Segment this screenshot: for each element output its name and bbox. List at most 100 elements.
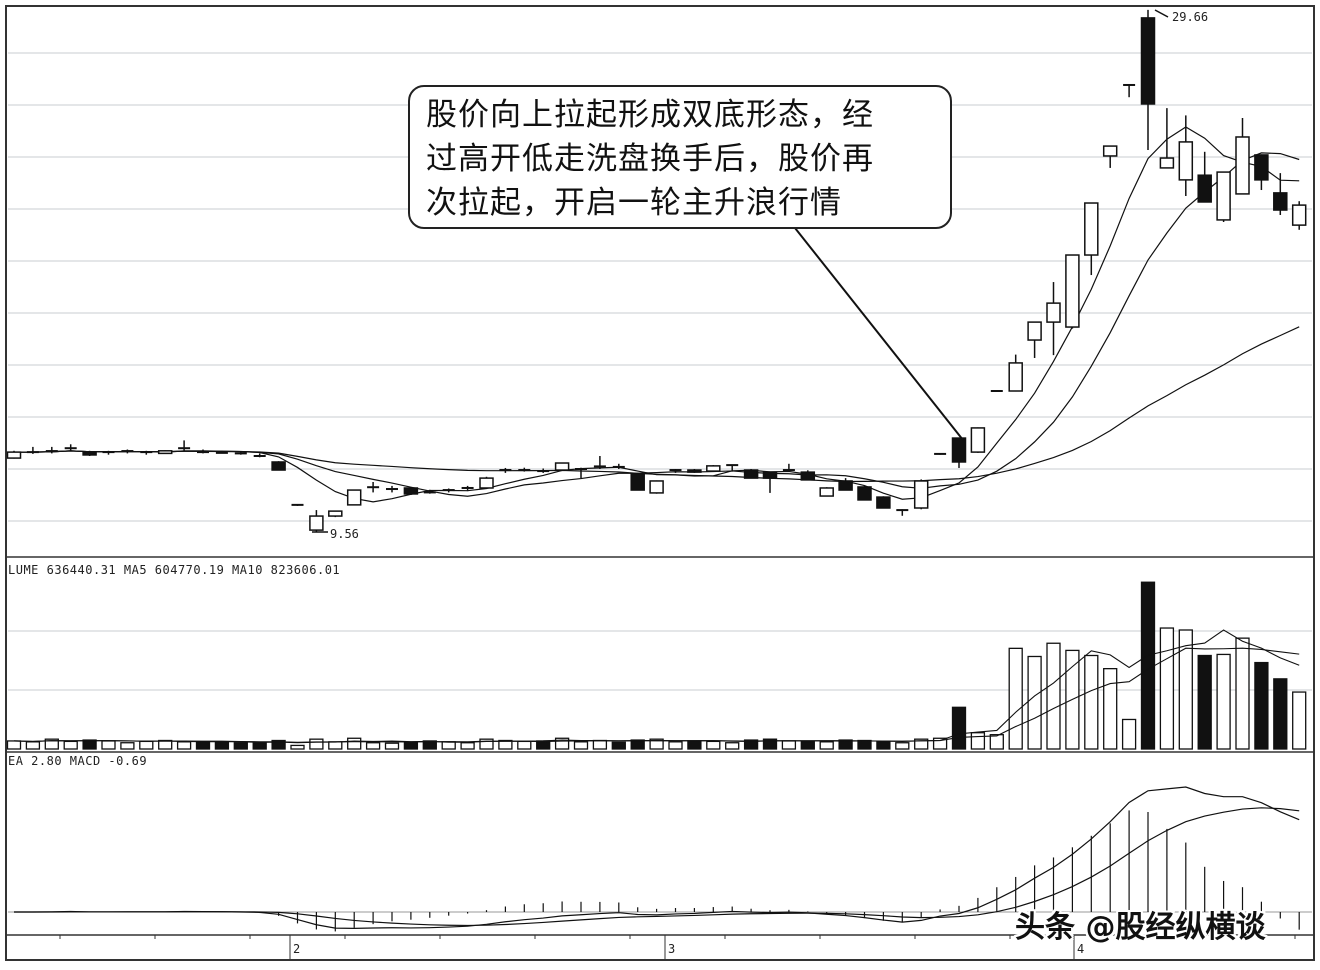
candle-down bbox=[838, 480, 853, 491]
volume-bar bbox=[1197, 654, 1212, 750]
candle-up bbox=[649, 480, 664, 494]
candle-down bbox=[876, 496, 891, 509]
volume-bar bbox=[687, 740, 702, 750]
volume-bar bbox=[1046, 642, 1061, 750]
volume-bar bbox=[44, 738, 59, 750]
candle-up bbox=[819, 487, 834, 497]
volume-bar bbox=[1235, 637, 1250, 750]
candle-down bbox=[1254, 154, 1269, 181]
callout-pointer bbox=[794, 227, 964, 441]
candle-up bbox=[346, 489, 362, 506]
volume-bar bbox=[517, 740, 532, 750]
volume-header: LUME 636440.31 MA5 604770.19 MA10 823606… bbox=[8, 563, 341, 577]
annotation-line: 过高开低走洗盘换手后，股价再 bbox=[426, 141, 874, 177]
x-tick-label: 2 bbox=[293, 942, 301, 956]
volume-bar bbox=[479, 738, 494, 750]
volume-bar bbox=[328, 741, 343, 750]
volume-bar bbox=[895, 742, 910, 750]
watermark: 头条 @股经纵横谈 bbox=[1015, 910, 1266, 945]
candle-down bbox=[687, 469, 702, 473]
volume-bar bbox=[101, 740, 116, 750]
candle-up bbox=[1216, 171, 1231, 221]
volume-bar bbox=[819, 741, 834, 750]
macd-dea-line bbox=[14, 807, 1300, 927]
volume-bar bbox=[1027, 655, 1042, 750]
candle-down bbox=[1273, 192, 1288, 211]
volume-bar bbox=[668, 741, 683, 750]
volume-bar bbox=[1103, 668, 1118, 750]
volume-bar bbox=[403, 741, 419, 750]
volume-bar bbox=[63, 740, 78, 750]
candle-down bbox=[857, 486, 872, 501]
volume-bar bbox=[460, 742, 475, 750]
volume-bar bbox=[1216, 653, 1231, 750]
volume-bar bbox=[25, 741, 41, 750]
candle-up bbox=[328, 510, 343, 517]
candle-up bbox=[157, 450, 173, 455]
candle-down bbox=[82, 451, 97, 456]
annotation-callout: 股价向上拉起形成双底形态，经 过高开低走洗盘换手后，股价再 次拉起，开启一轮主升… bbox=[408, 85, 952, 229]
volume-bar bbox=[573, 741, 589, 750]
volume-bar bbox=[1292, 691, 1307, 750]
volume-bar bbox=[158, 739, 173, 750]
volume-bar bbox=[441, 741, 456, 750]
volume-bar bbox=[82, 739, 97, 750]
x-tick-label: 4 bbox=[1077, 942, 1085, 956]
macd-header: EA 2.80 MACD -0.69 bbox=[8, 754, 148, 768]
candle-up bbox=[1008, 362, 1023, 392]
volume-bar bbox=[1254, 661, 1269, 750]
candle-up bbox=[554, 462, 570, 471]
volume-bar bbox=[365, 742, 381, 750]
candle-down bbox=[1140, 17, 1156, 105]
volume-bar bbox=[876, 741, 891, 750]
candle-up bbox=[1065, 254, 1080, 328]
volume-bar bbox=[611, 741, 626, 750]
volume-bar bbox=[347, 737, 362, 750]
candle-up bbox=[1235, 136, 1250, 195]
volume-bar bbox=[781, 740, 797, 750]
volume-bar bbox=[743, 739, 759, 750]
volume-bar bbox=[554, 737, 570, 750]
volume-bar bbox=[932, 737, 948, 750]
volume-bar bbox=[384, 742, 400, 750]
volume-bar bbox=[290, 744, 305, 750]
volume-bar bbox=[1121, 718, 1137, 750]
volume-bar bbox=[706, 740, 721, 750]
volume-ma10-line bbox=[13, 647, 1300, 743]
candle-down bbox=[762, 471, 778, 479]
candle-down bbox=[271, 461, 286, 471]
candle-up bbox=[1084, 202, 1099, 256]
volume-bar bbox=[271, 739, 286, 750]
volume-bar bbox=[592, 739, 608, 750]
annotation-line: 股价向上拉起形成双底形态，经 bbox=[426, 97, 874, 133]
low-price-label: 9.56 bbox=[330, 527, 359, 541]
candle-up bbox=[1178, 141, 1194, 181]
volume-bar bbox=[1159, 627, 1175, 750]
volume-bar bbox=[1273, 678, 1288, 750]
high-marker-arrow bbox=[1154, 9, 1169, 18]
volume-bar bbox=[252, 742, 267, 750]
candle-down bbox=[403, 487, 419, 495]
volume-bar bbox=[176, 741, 192, 750]
volume-bar bbox=[970, 732, 986, 750]
candle-down bbox=[800, 471, 816, 481]
candle-up bbox=[1159, 157, 1175, 169]
volume-bar bbox=[630, 739, 645, 750]
candle-up bbox=[1291, 204, 1307, 226]
volume-bar bbox=[309, 738, 324, 750]
volume-bar bbox=[914, 738, 929, 750]
x-tick-label: 3 bbox=[668, 942, 676, 956]
candle-down bbox=[743, 469, 759, 479]
volume-bar bbox=[838, 739, 853, 750]
volume-bar bbox=[762, 738, 778, 750]
candle-up bbox=[1046, 302, 1061, 323]
volume-bar bbox=[120, 742, 135, 750]
high-price-label: 29.66 bbox=[1172, 10, 1209, 24]
candle-up bbox=[309, 515, 324, 531]
volume-bar bbox=[536, 740, 551, 750]
volume-bar bbox=[214, 741, 230, 750]
volume-bar bbox=[1178, 629, 1193, 750]
candle-up bbox=[479, 477, 494, 489]
candle-up bbox=[913, 480, 929, 509]
